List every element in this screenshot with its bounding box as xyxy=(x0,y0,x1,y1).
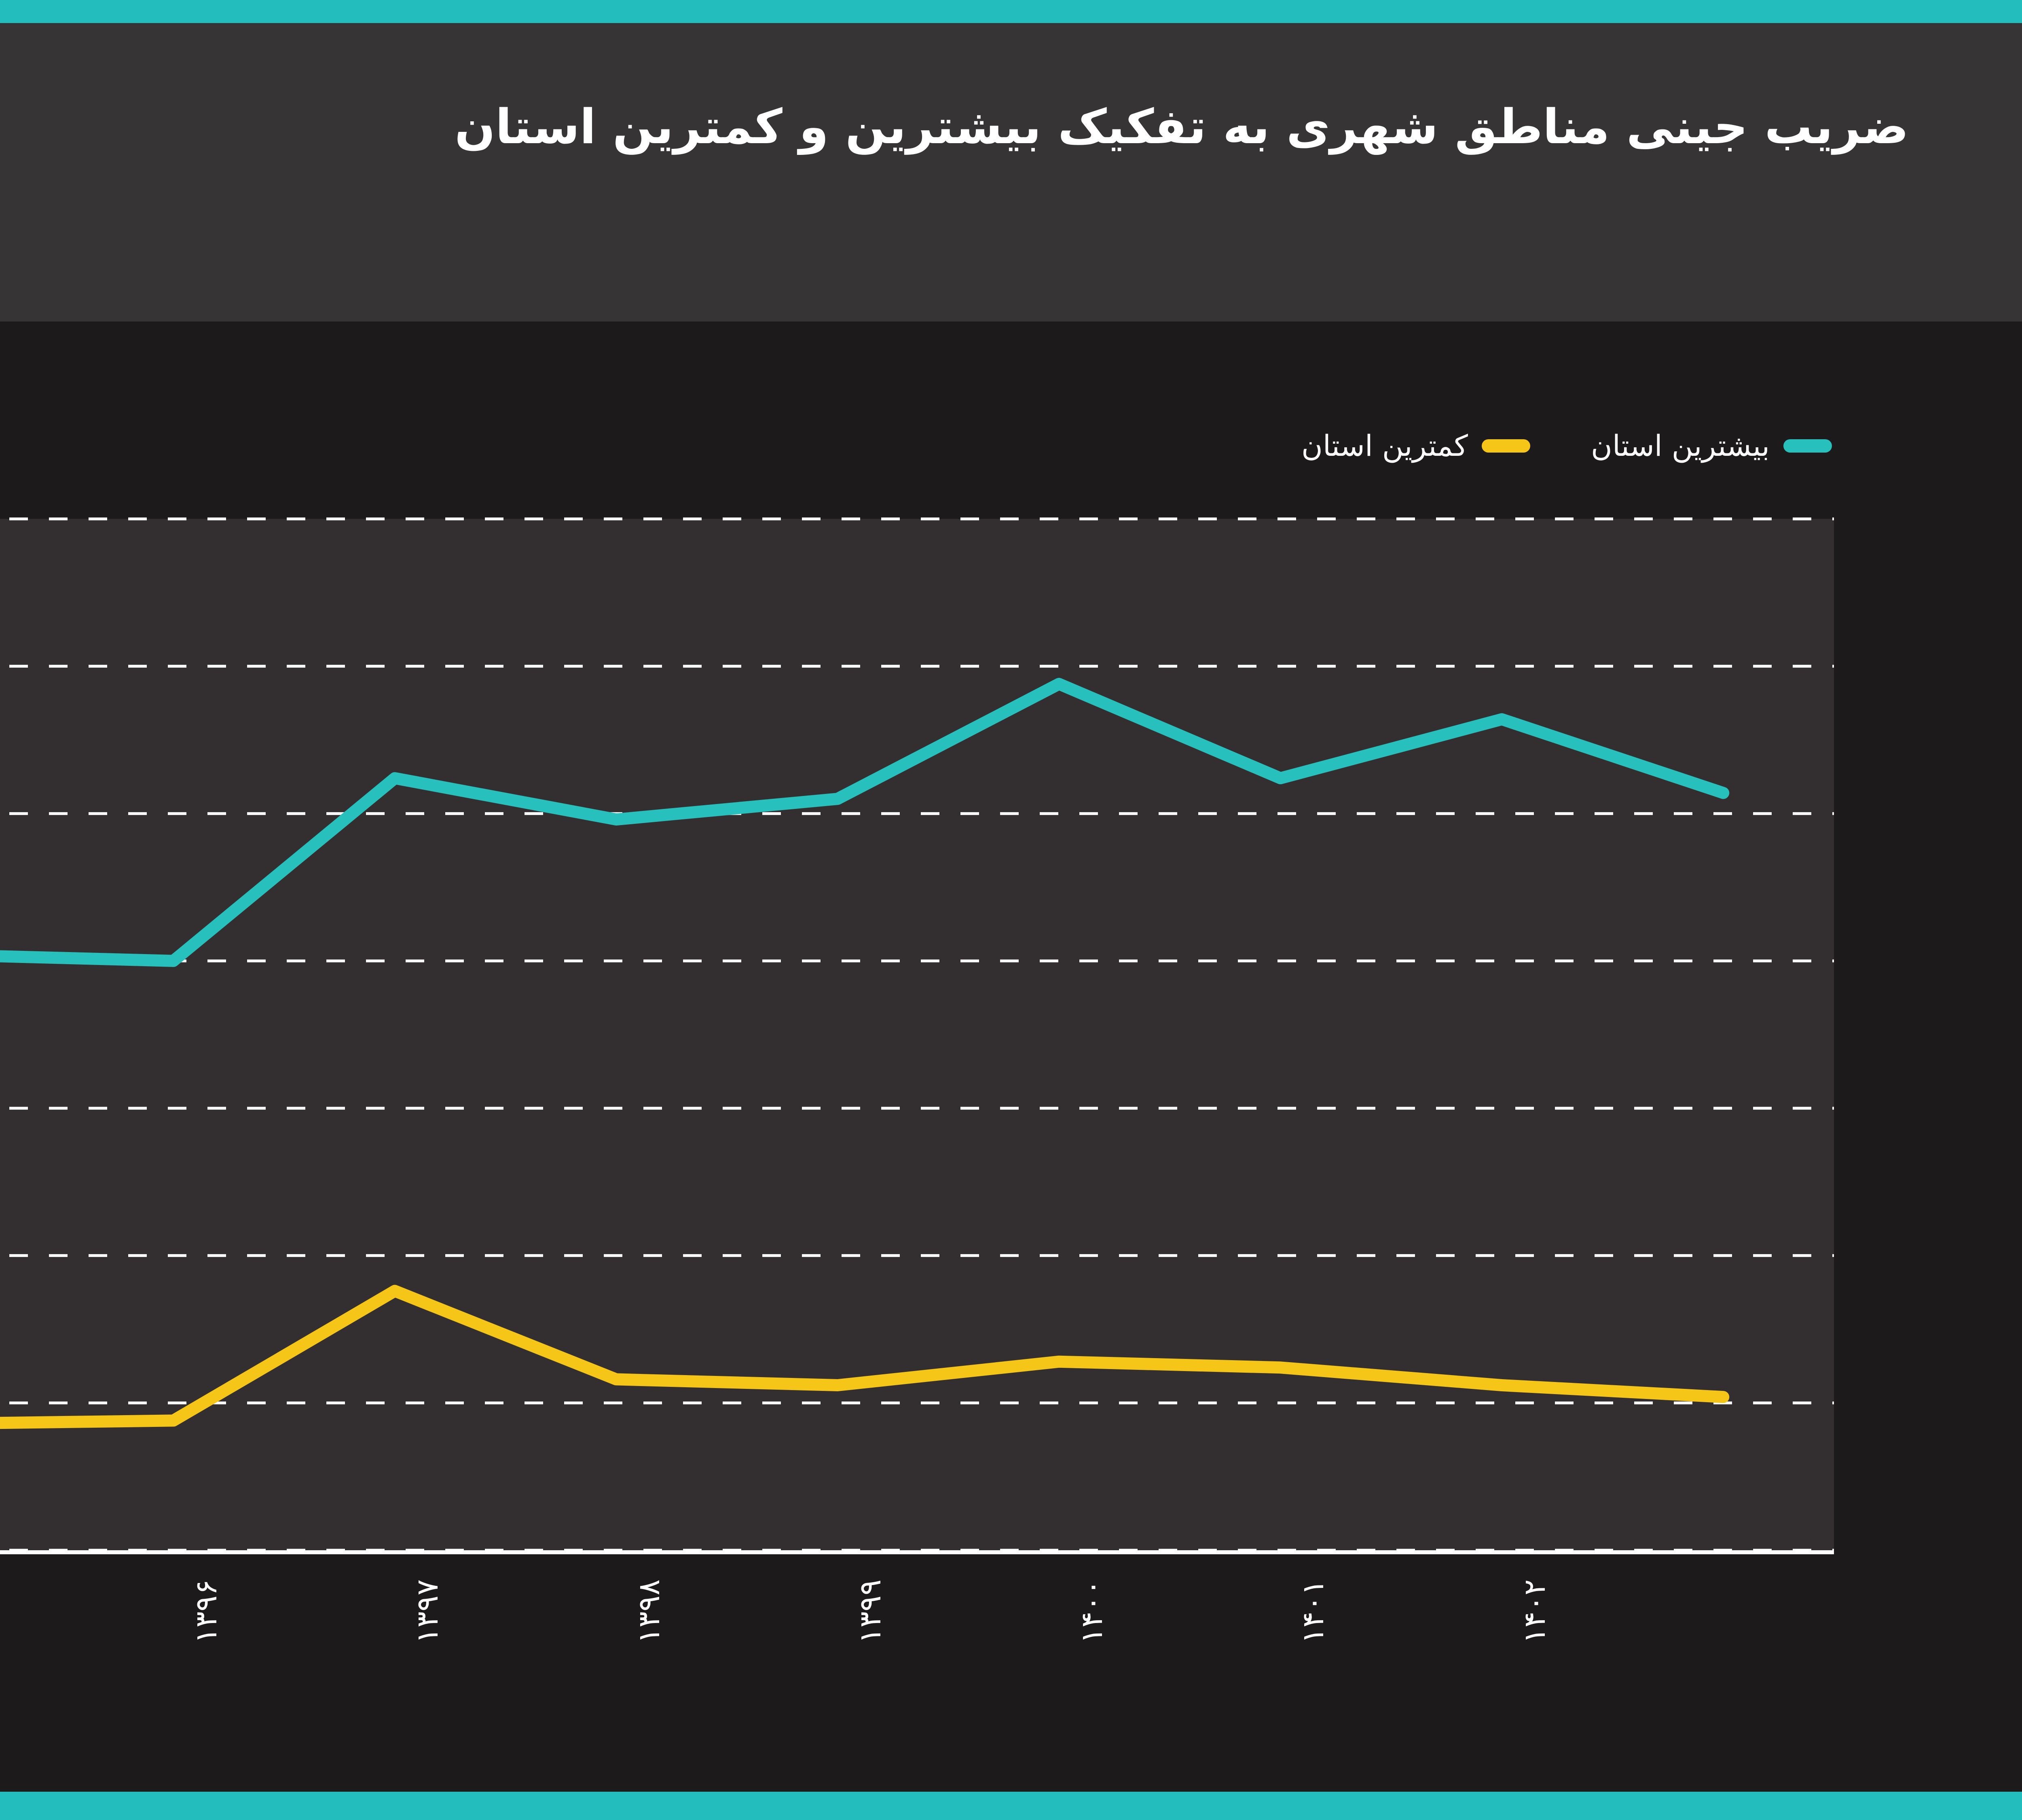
series-line-lowest xyxy=(0,1285,1730,1429)
legend-item-highest[interactable]: بیشترین استان xyxy=(1591,429,1832,463)
chart-plot-area xyxy=(0,517,1834,1554)
x-tick-label: ۱۳۹۸ xyxy=(631,1579,666,1644)
x-tick-label: ۱۳۹۶ xyxy=(188,1579,224,1644)
x-tick-label: ۱۴۰۱ xyxy=(1296,1579,1331,1644)
chart-legend: بیشترین استان کمترین استان xyxy=(1301,429,1832,463)
legend-item-lowest[interactable]: کمترین استان xyxy=(1301,429,1530,463)
series-lines xyxy=(0,678,1730,1429)
series-line-highest xyxy=(0,678,1730,967)
top-accent-strip xyxy=(0,0,2022,23)
x-tick-label: ۱۳۹۵ xyxy=(0,1579,2,1644)
legend-item-label: کمترین استان xyxy=(1301,429,1468,463)
page-title: ضریب جینی مناطق شهری به تفکیک بیشترین و … xyxy=(455,99,1909,154)
x-tick-label: ۱۴۰۲ xyxy=(1517,1579,1552,1644)
x-tick-label: ۱۴۰۰ xyxy=(1074,1579,1109,1644)
legend-item-label: بیشترین استان xyxy=(1591,429,1770,463)
x-tick-label: ۱۳۹۹ xyxy=(853,1579,888,1644)
page-header: اکوایــران تصویـر اقتصـاد ایـران ضریب جی… xyxy=(0,23,2022,322)
line-swatch-icon xyxy=(1481,439,1530,453)
line-swatch-icon xyxy=(1783,439,1832,453)
gridlines xyxy=(0,517,1834,1552)
x-tick-label: ۱۳۹۷ xyxy=(410,1579,445,1644)
chart-svg xyxy=(0,517,1834,1552)
bottom-accent-strip xyxy=(0,1792,2022,1820)
x-axis-line xyxy=(0,1550,1834,1554)
